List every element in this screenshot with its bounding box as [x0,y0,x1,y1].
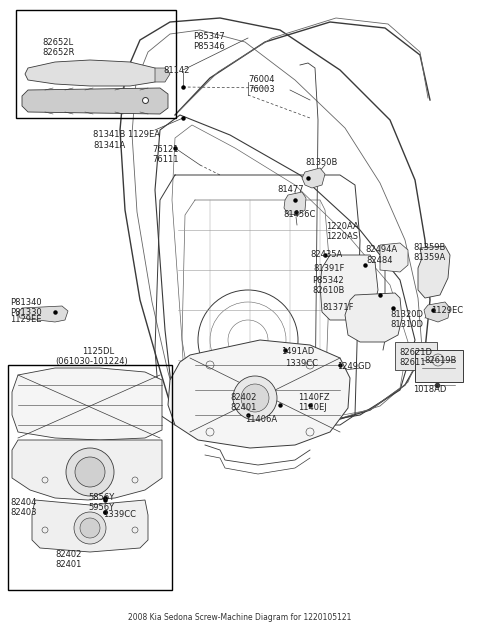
Text: 81359B
81359A: 81359B 81359A [413,243,445,263]
Text: 81391F: 81391F [313,264,344,273]
Text: 81350B: 81350B [305,158,337,167]
Text: 82652L
82652R: 82652L 82652R [42,38,74,57]
Text: 82402
82401: 82402 82401 [55,550,82,570]
Text: P85342
82610B: P85342 82610B [312,276,344,295]
Text: 1129EE: 1129EE [10,315,41,324]
Polygon shape [380,243,408,272]
Circle shape [233,376,277,420]
Polygon shape [302,168,325,188]
Bar [415,350,463,382]
Text: 81142: 81142 [163,66,190,75]
Text: 82619B: 82619B [424,356,456,365]
Text: P81340
P81330: P81340 P81330 [10,298,42,318]
Bar [16,10,176,118]
Circle shape [74,512,106,544]
Text: 1339CC: 1339CC [285,359,318,368]
Bar [8,365,172,590]
Text: 1125DL: 1125DL [82,347,114,356]
Text: 82621D
82611: 82621D 82611 [399,348,432,367]
Text: 81320D
81310D: 81320D 81310D [390,310,423,329]
Text: 82402
82401: 82402 82401 [230,393,256,413]
Polygon shape [424,302,450,322]
Polygon shape [345,293,402,342]
Circle shape [75,457,105,487]
Polygon shape [155,68,170,82]
Text: 2008 Kia Sedona Screw-Machine Diagram for 1220105121: 2008 Kia Sedona Screw-Machine Diagram fo… [128,613,352,622]
Polygon shape [12,440,162,500]
Polygon shape [418,246,450,298]
Text: 1140FZ
1140EJ: 1140FZ 1140EJ [298,393,330,413]
Text: 1491AD: 1491AD [281,347,314,356]
Bar [395,342,437,370]
Text: 82494A: 82494A [365,245,397,254]
Text: 1249GD: 1249GD [337,362,371,371]
Text: P85347
P85346: P85347 P85346 [193,32,225,52]
Polygon shape [320,255,378,320]
Polygon shape [25,60,160,86]
Text: 1018AD: 1018AD [413,385,446,394]
Polygon shape [12,368,162,440]
Text: 5856Y
5956Y: 5856Y 5956Y [88,493,114,512]
Text: 1129EC: 1129EC [431,306,463,315]
Polygon shape [284,192,306,215]
Polygon shape [32,500,148,552]
Text: 81341A: 81341A [93,141,125,150]
Text: 81371F: 81371F [322,303,353,312]
Circle shape [241,384,269,412]
Polygon shape [18,306,68,322]
Text: 1339CC: 1339CC [103,510,136,519]
Text: 82435A: 82435A [310,250,342,259]
Circle shape [66,448,114,496]
Text: 76121
76111: 76121 76111 [152,145,179,164]
Text: 1220AA
1220AS: 1220AA 1220AS [326,222,359,241]
Circle shape [80,518,100,538]
Text: 81477: 81477 [277,185,304,194]
Text: 82404
82403: 82404 82403 [10,498,36,517]
Text: 81456C: 81456C [283,210,315,219]
Polygon shape [168,340,350,448]
Text: (061030-101224): (061030-101224) [55,357,128,366]
Text: 76004
76003: 76004 76003 [248,75,275,94]
Polygon shape [22,88,168,114]
Text: 82484: 82484 [366,256,393,265]
Text: 81341B 1129EA: 81341B 1129EA [93,130,160,139]
Text: 11406A: 11406A [245,415,277,424]
